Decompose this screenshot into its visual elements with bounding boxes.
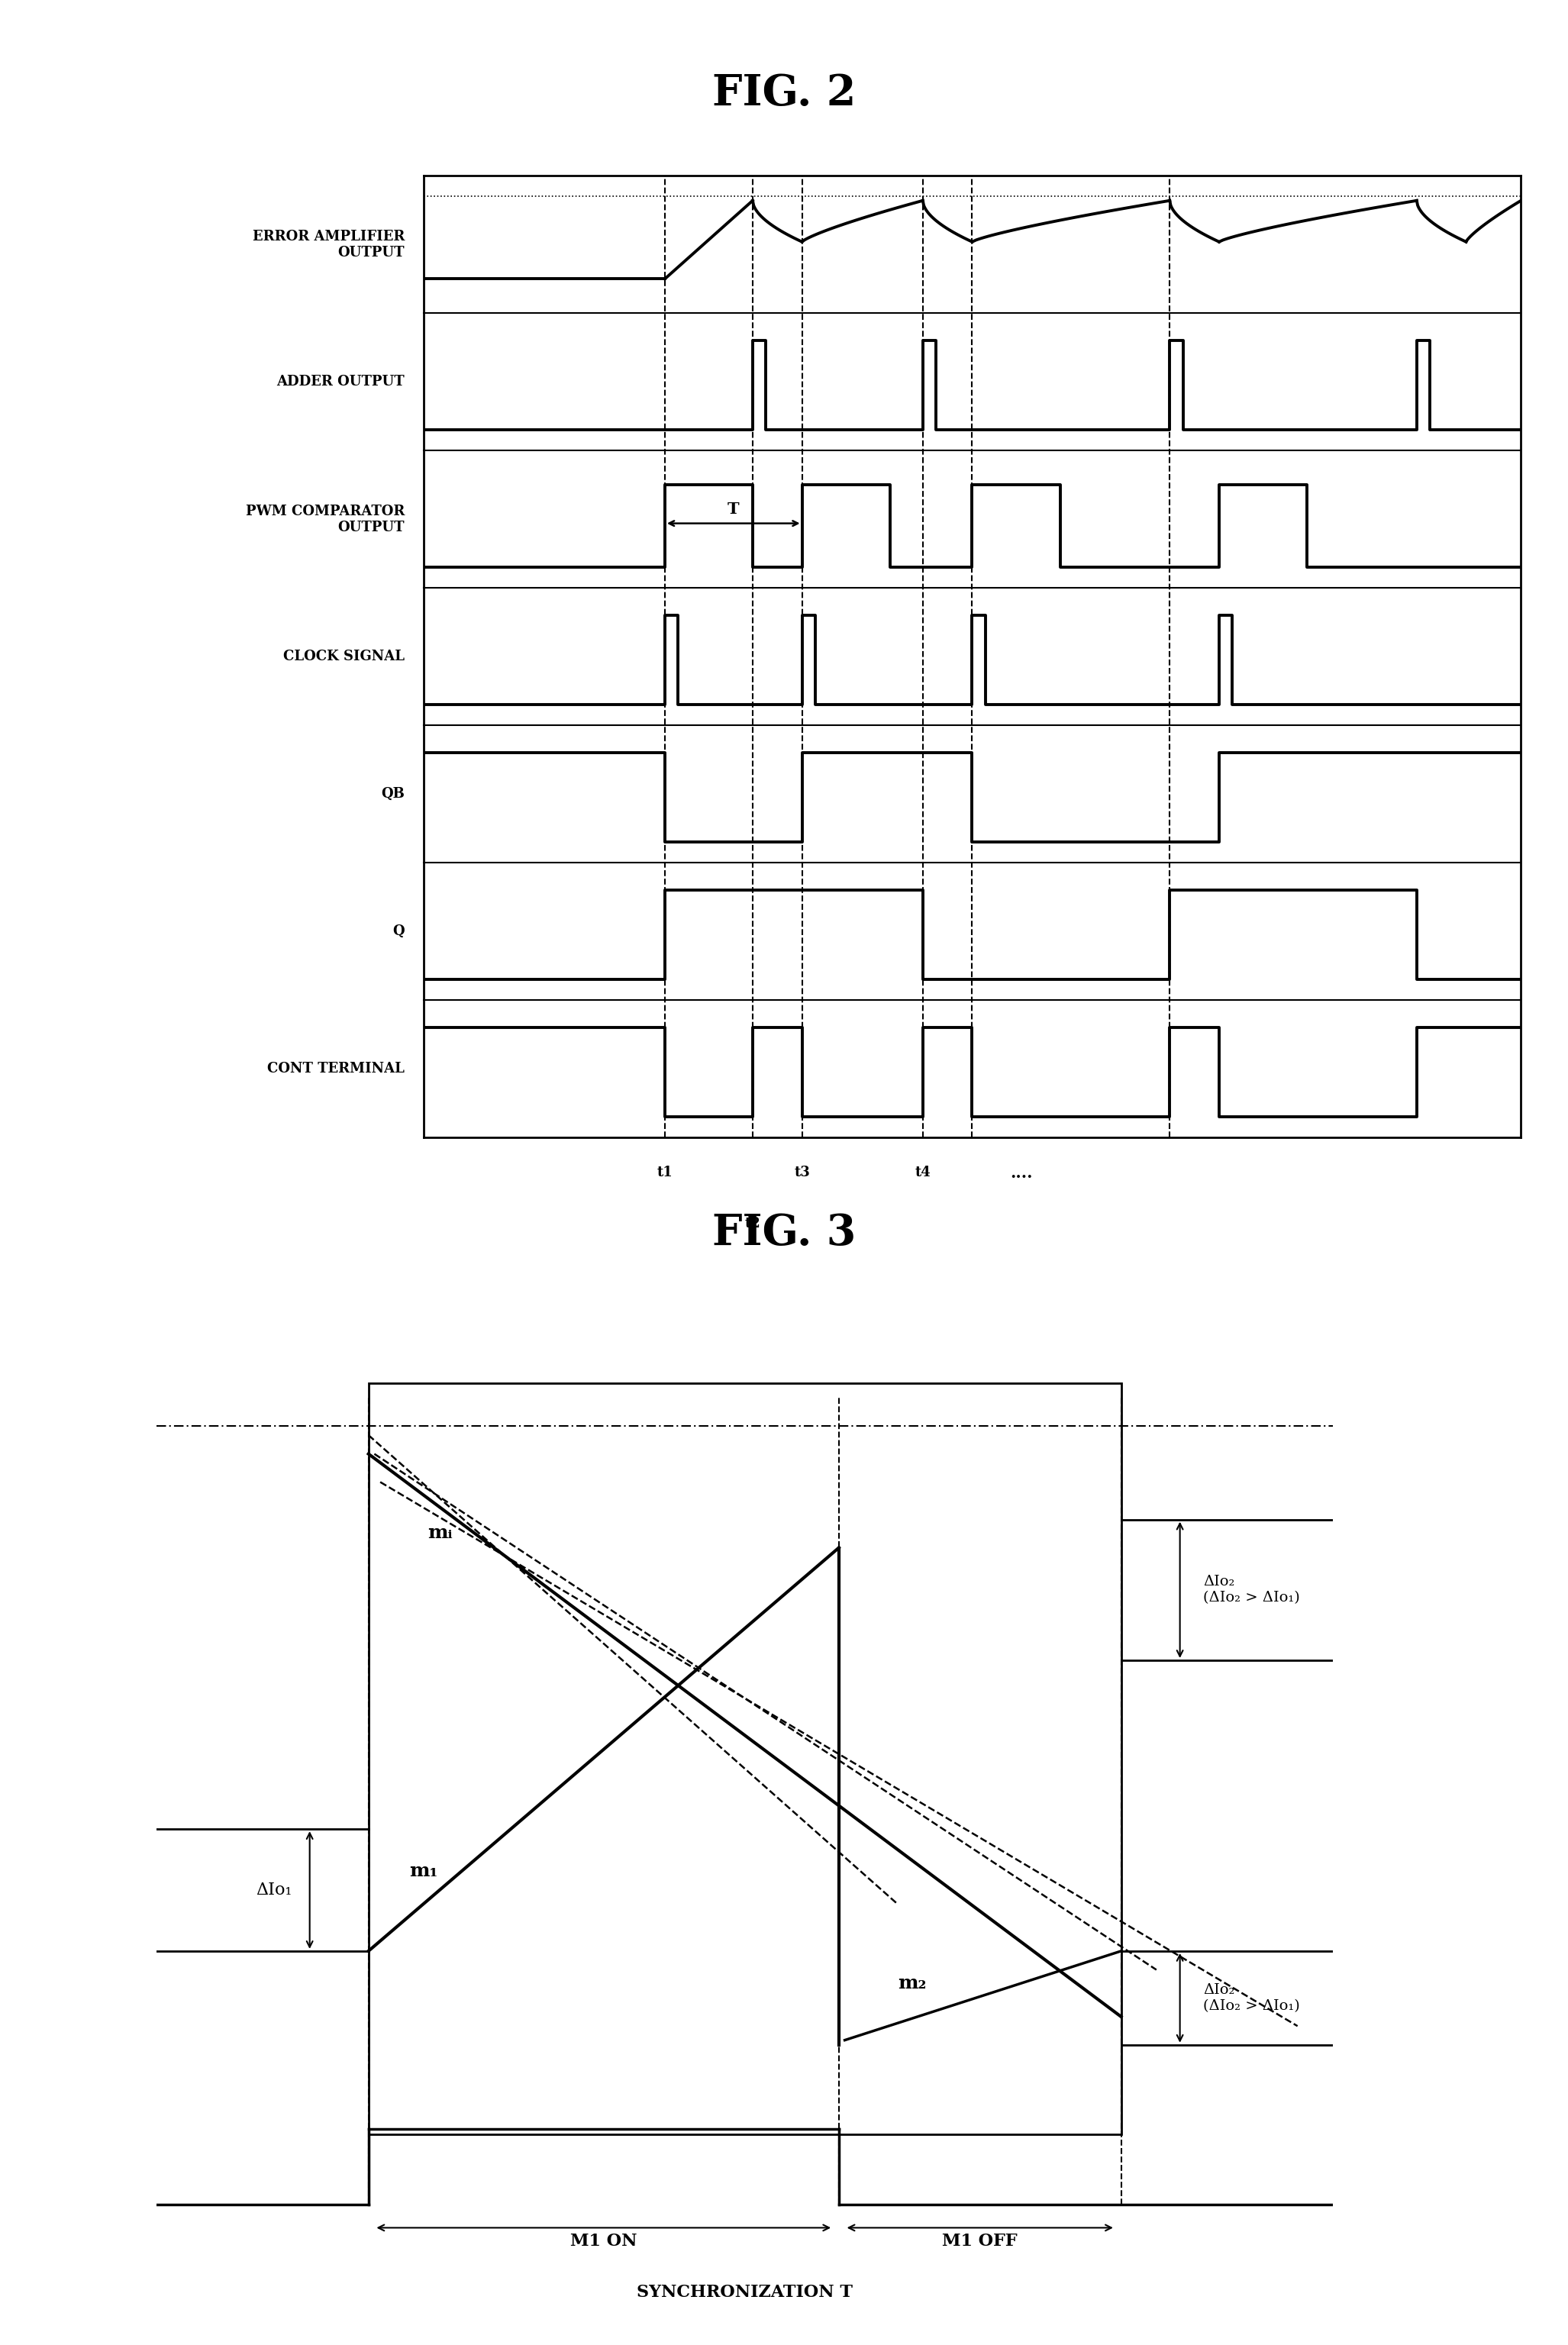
Text: T: T <box>728 502 740 516</box>
Text: FIG. 3: FIG. 3 <box>712 1212 856 1255</box>
Text: t3: t3 <box>793 1165 811 1180</box>
Text: ΔIo₂
(ΔIo₂ > ΔIo₁): ΔIo₂ (ΔIo₂ > ΔIo₁) <box>1203 1984 1300 2012</box>
Text: ADDER OUTPUT: ADDER OUTPUT <box>276 375 405 389</box>
Text: ΔIo₂
(ΔIo₂ > ΔIo₁): ΔIo₂ (ΔIo₂ > ΔIo₁) <box>1203 1576 1300 1604</box>
Text: M1 OFF: M1 OFF <box>942 2232 1018 2249</box>
Text: m₁: m₁ <box>409 1862 439 1881</box>
Text: FIG. 2: FIG. 2 <box>712 73 856 115</box>
Text: t1: t1 <box>657 1165 673 1180</box>
Text: m₂: m₂ <box>897 1974 927 1993</box>
Text: ....: .... <box>1010 1165 1033 1182</box>
Text: Q: Q <box>392 924 405 938</box>
Text: CLOCK SIGNAL: CLOCK SIGNAL <box>284 650 405 664</box>
Text: SYNCHRONIZATION T: SYNCHRONIZATION T <box>637 2284 853 2300</box>
Text: mᵢ: mᵢ <box>426 1524 452 1543</box>
Text: ΔIo₁: ΔIo₁ <box>256 1881 292 1899</box>
Text: t2: t2 <box>745 1217 760 1231</box>
Text: t4: t4 <box>914 1165 931 1180</box>
Text: M1 ON: M1 ON <box>571 2232 637 2249</box>
Text: CONT TERMINAL: CONT TERMINAL <box>267 1062 405 1076</box>
Text: ERROR AMPLIFIER
OUTPUT: ERROR AMPLIFIER OUTPUT <box>252 230 405 260</box>
Text: QB: QB <box>381 788 405 802</box>
Text: PWM COMPARATOR
OUTPUT: PWM COMPARATOR OUTPUT <box>246 504 405 535</box>
Bar <box>368 1384 1121 2134</box>
